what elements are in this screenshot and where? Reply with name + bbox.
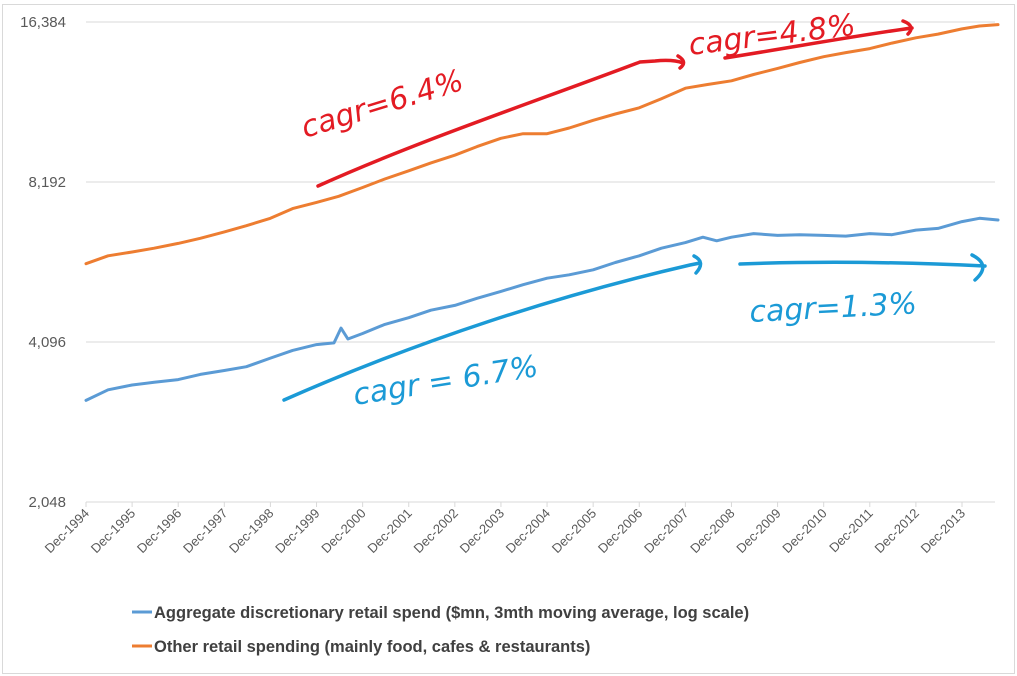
y-tick-label: 2,048	[28, 494, 66, 511]
x-tick-label: Dec-2007	[641, 506, 691, 556]
x-tick-label: Dec-2013	[918, 506, 968, 556]
x-tick-label: Dec-1994	[42, 506, 92, 556]
series-lines	[84, 23, 1000, 402]
x-tick-label: Dec-2008	[687, 506, 737, 556]
x-tick-label: Dec-2006	[595, 506, 645, 556]
x-tick-label: Dec-2005	[549, 506, 599, 556]
series-line-other-retail	[84, 23, 1000, 266]
x-tick-label: Dec-2001	[364, 506, 414, 556]
blue-arrow-2008-2014	[738, 253, 987, 282]
annotation-cagr-1-3: cagr=1.3%	[749, 286, 918, 330]
x-tick-label: Dec-2002	[410, 506, 460, 556]
x-axis: Dec-1994Dec-1995Dec-1996Dec-1997Dec-1998…	[42, 502, 968, 556]
x-tick-label: Dec-2012	[872, 506, 922, 556]
red-arrow-1999-2007	[316, 54, 686, 188]
y-tick-label: 8,192	[28, 174, 66, 191]
x-tick-label: Dec-2010	[779, 506, 829, 556]
x-tick-label: Dec-2009	[733, 506, 783, 556]
blue-arrow-1998-2007	[282, 254, 703, 402]
y-tick-label: 16,384	[20, 14, 66, 31]
gridlines	[86, 21, 995, 503]
y-tick-label: 4,096	[28, 334, 66, 351]
x-tick-label: Dec-1998	[226, 506, 276, 556]
x-tick-label: Dec-2004	[503, 506, 553, 556]
annotation-arrows	[282, 19, 987, 402]
legend-label-other-retail: Other retail spending (mainly food, cafe…	[154, 638, 590, 656]
x-tick-label: Dec-1997	[180, 506, 230, 556]
x-tick-label: Dec-1996	[134, 506, 184, 556]
chart-frame	[2, 4, 1015, 674]
legend-item-discretionary[interactable]: Aggregate discretionary retail spend ($m…	[132, 604, 749, 622]
y-axis: 2,048 4,096 8,192 16,384	[20, 14, 66, 511]
x-tick-label: Dec-2000	[318, 506, 368, 556]
x-tick-label: Dec-1995	[88, 506, 138, 556]
x-tick-label: Dec-1999	[272, 506, 322, 556]
x-tick-label: Dec-2011	[826, 506, 876, 556]
legend-item-other-retail[interactable]: Other retail spending (mainly food, cafe…	[132, 638, 590, 656]
annotation-cagr-6-4: cagr=6.4%	[297, 63, 468, 145]
legend-label-discretionary: Aggregate discretionary retail spend ($m…	[154, 604, 749, 622]
x-tick-label: Dec-2003	[457, 506, 507, 556]
legend: Aggregate discretionary retail spend ($m…	[132, 604, 749, 656]
series-line-discretionary	[84, 216, 1000, 402]
red-arrow-2008-2014	[723, 19, 914, 60]
